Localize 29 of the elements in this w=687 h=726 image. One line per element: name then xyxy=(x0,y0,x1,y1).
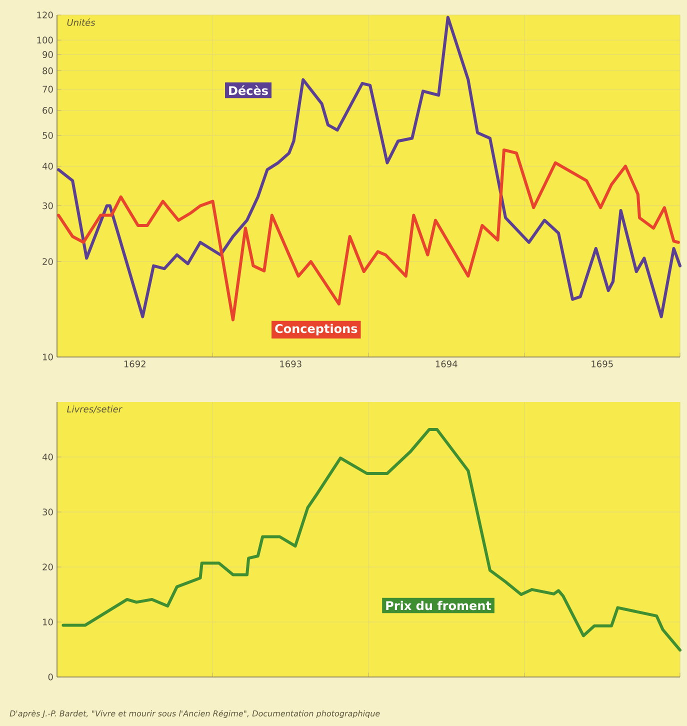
y-axis-title: Unités xyxy=(67,18,96,26)
y-tick-label: 30 xyxy=(42,508,53,516)
line-series xyxy=(57,16,682,318)
x-tick-label: 1692 xyxy=(124,360,146,368)
y-tick-label: 40 xyxy=(42,162,53,170)
text: Décès xyxy=(229,85,268,96)
line-series xyxy=(62,428,682,652)
y-tick-label: 10 xyxy=(43,618,53,626)
y-tick-label: 20 xyxy=(42,564,53,570)
text: D'après J.-P. Bardet, "Vivre et mourir sous l'Ancien Régime", Documentation photographique xyxy=(10,710,380,718)
series-label: Prix du froment xyxy=(386,600,492,610)
x-tick-label: 1694 xyxy=(436,360,458,368)
line-series xyxy=(57,148,680,322)
x-tick-label: 1695 xyxy=(592,360,613,368)
y-tick-label: 100 xyxy=(37,36,53,44)
y-axis-title: Livres/setier xyxy=(66,406,123,414)
y-tick-label: 20 xyxy=(42,258,53,266)
y-tick-label: 30 xyxy=(42,202,53,210)
y-tick-label: 40 xyxy=(42,454,53,460)
y-tick-label: 80 xyxy=(42,67,53,74)
y-tick-label: 70 xyxy=(42,86,53,93)
text: Conceptions xyxy=(275,324,358,336)
y-tick-label: 0 xyxy=(48,674,53,680)
y-tick-label: 60 xyxy=(42,106,53,114)
y-tick-label: 120 xyxy=(37,12,53,18)
y-tick-label: 90 xyxy=(42,51,53,58)
y-tick-label: 50 xyxy=(42,132,53,139)
y-tick-label: 10 xyxy=(43,354,53,360)
x-tick-label: 1693 xyxy=(280,360,302,368)
